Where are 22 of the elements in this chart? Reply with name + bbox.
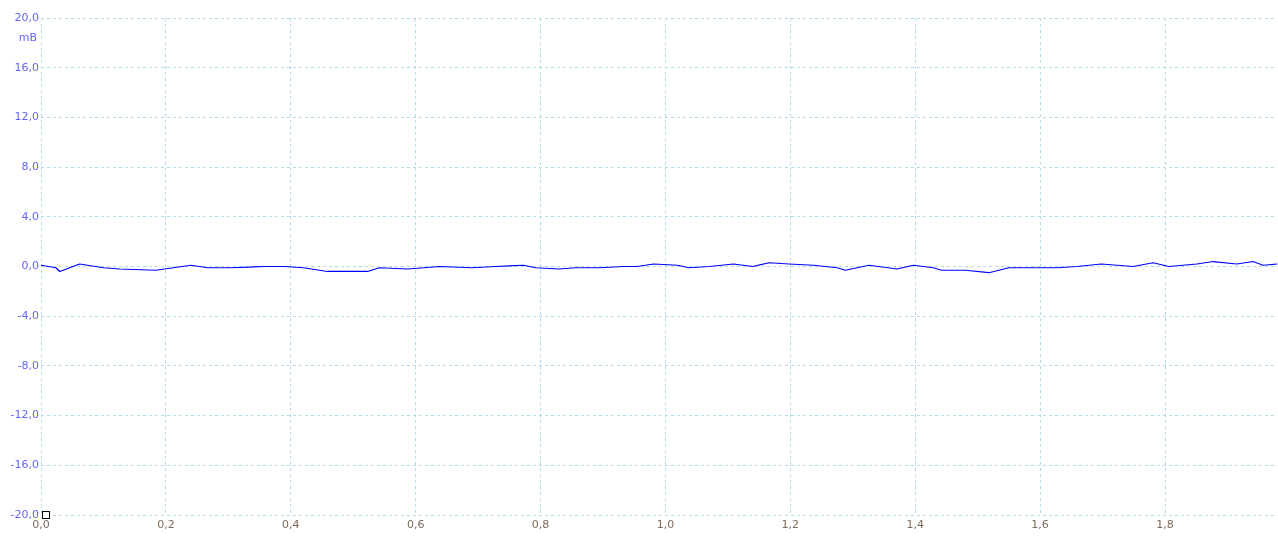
x-tick-label: 1,2 (781, 518, 800, 532)
y-tick-label: 0,0 (21, 259, 39, 273)
x-tick-label: 0,6 (406, 518, 425, 532)
y-tick-label: 20,0 (14, 10, 39, 24)
y-tick-label: 16,0 (14, 60, 39, 74)
y-tick-label: -20,0 (10, 507, 39, 521)
y-tick-label: -16,0 (10, 458, 39, 472)
y-tick-label: 12,0 (14, 110, 39, 124)
x-tick-label: 0,8 (531, 518, 550, 532)
y-tick-label: -8,0 (17, 358, 39, 372)
x-tick-label: 1,4 (906, 518, 924, 532)
x-tick-label: 0,4 (282, 518, 300, 532)
x-tick-label: 1,6 (1031, 518, 1049, 532)
y-tick-label: 4,0 (21, 209, 39, 223)
x-tick-label: 1,8 (1156, 518, 1174, 532)
x-tick-label: 0,0 (32, 518, 50, 532)
y-tick-label: -4,0 (17, 309, 39, 323)
y-axis-title: mB (18, 30, 37, 44)
x-tick-label: 0,2 (157, 518, 175, 532)
x-tick-label: 1,0 (656, 518, 675, 532)
y-tick-label: -12,0 (10, 408, 39, 422)
y-tick-label: 8,0 (21, 159, 39, 173)
